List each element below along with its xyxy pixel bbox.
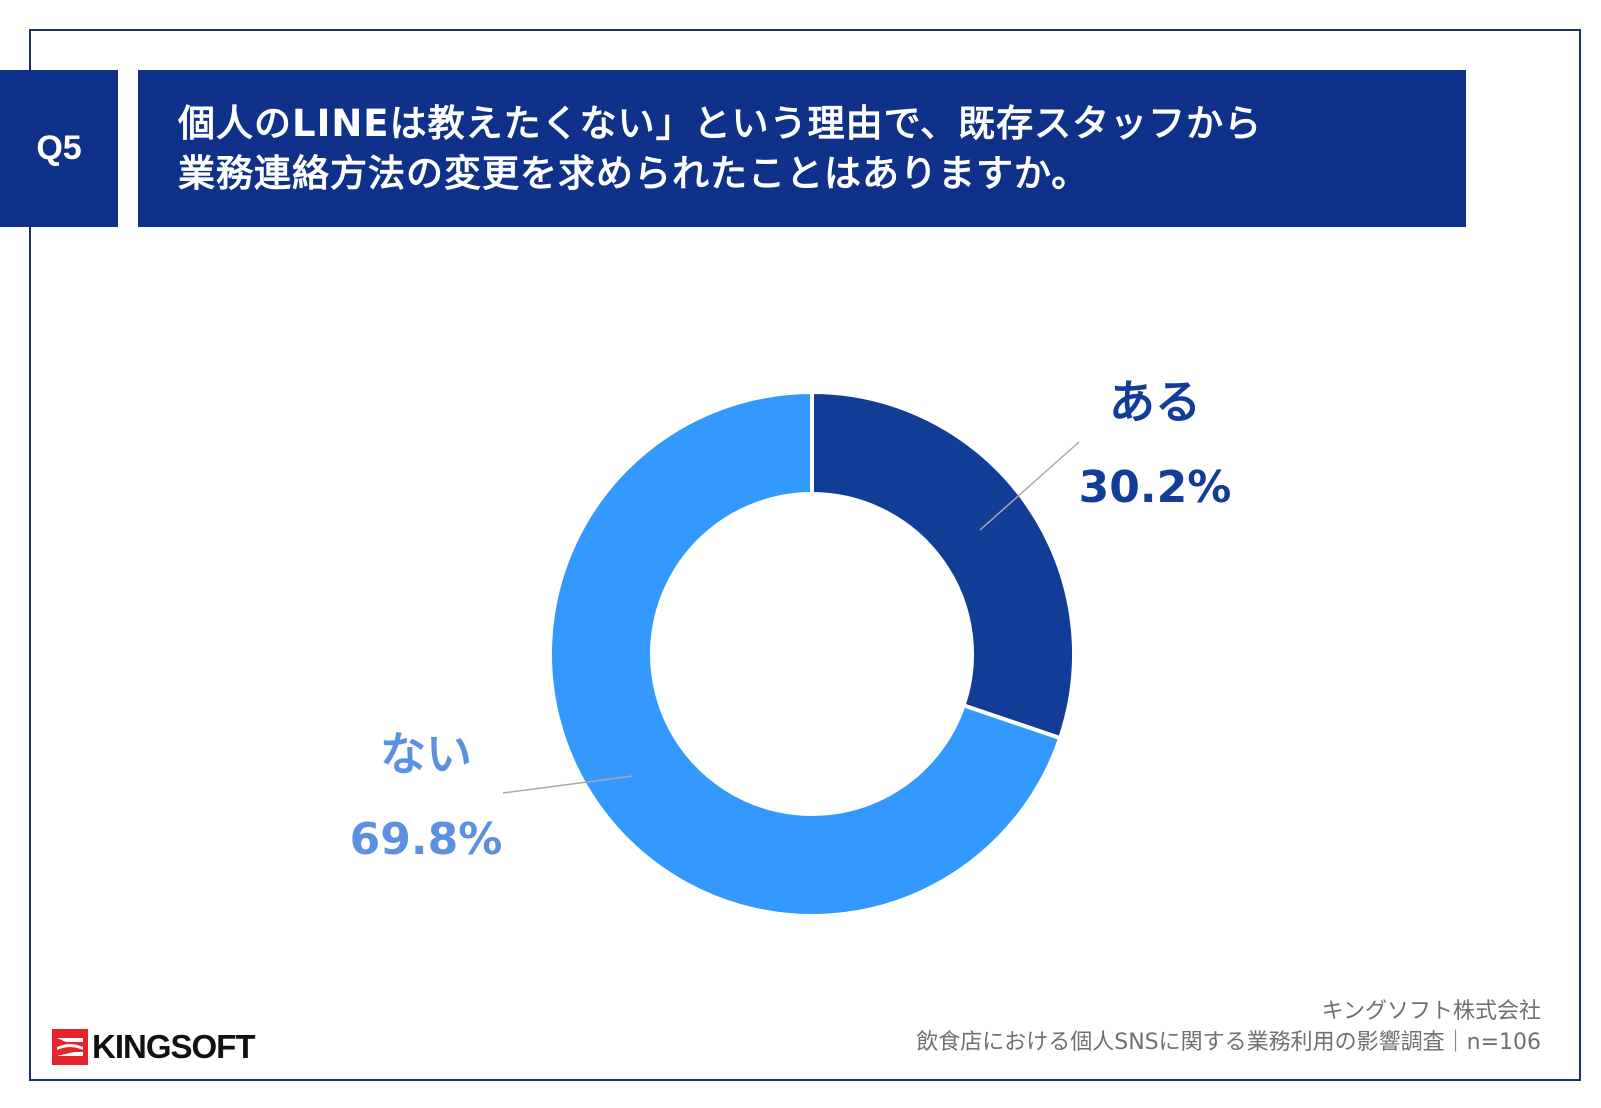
slide-frame [29, 29, 1581, 1081]
kingsoft-logo-icon [52, 1029, 88, 1065]
donut-slices [548, 389, 1076, 918]
leader-line-nai [502, 775, 634, 794]
title-line-1: 個人のLINEは教えたくない」という理由で、既存スタッフから [178, 101, 1263, 145]
logo-text: KINGSOFT [92, 1028, 255, 1065]
donut-slice-nai [548, 389, 1063, 918]
footer-note: キングソフト株式会社 飲食店における個人SNSに関する業務利用の影響調査｜n=1… [916, 996, 1541, 1058]
category-label-aru: ある [1109, 375, 1201, 429]
value-label-nai: 69.8% [350, 814, 503, 865]
question-badge: Q5 [0, 70, 118, 227]
title-line-2: 業務連絡方法の変更を求められたことはありますか。 [178, 151, 1090, 195]
category-label-nai: ない [380, 727, 472, 781]
value-label-aru: 30.2% [1079, 462, 1232, 513]
title-bar: 個人のLINEは教えたくない」という理由で、既存スタッフから 業務連絡方法の変更… [138, 70, 1466, 227]
footer-survey: 飲食店における個人SNSに関する業務利用の影響調査｜n=106 [916, 1030, 1541, 1055]
kingsoft-logo: KINGSOFT [52, 1028, 255, 1065]
footer-company: キングソフト株式会社 [1321, 999, 1541, 1024]
donut-slice-aru [810, 389, 1076, 741]
leader-line-aru [979, 441, 1080, 531]
